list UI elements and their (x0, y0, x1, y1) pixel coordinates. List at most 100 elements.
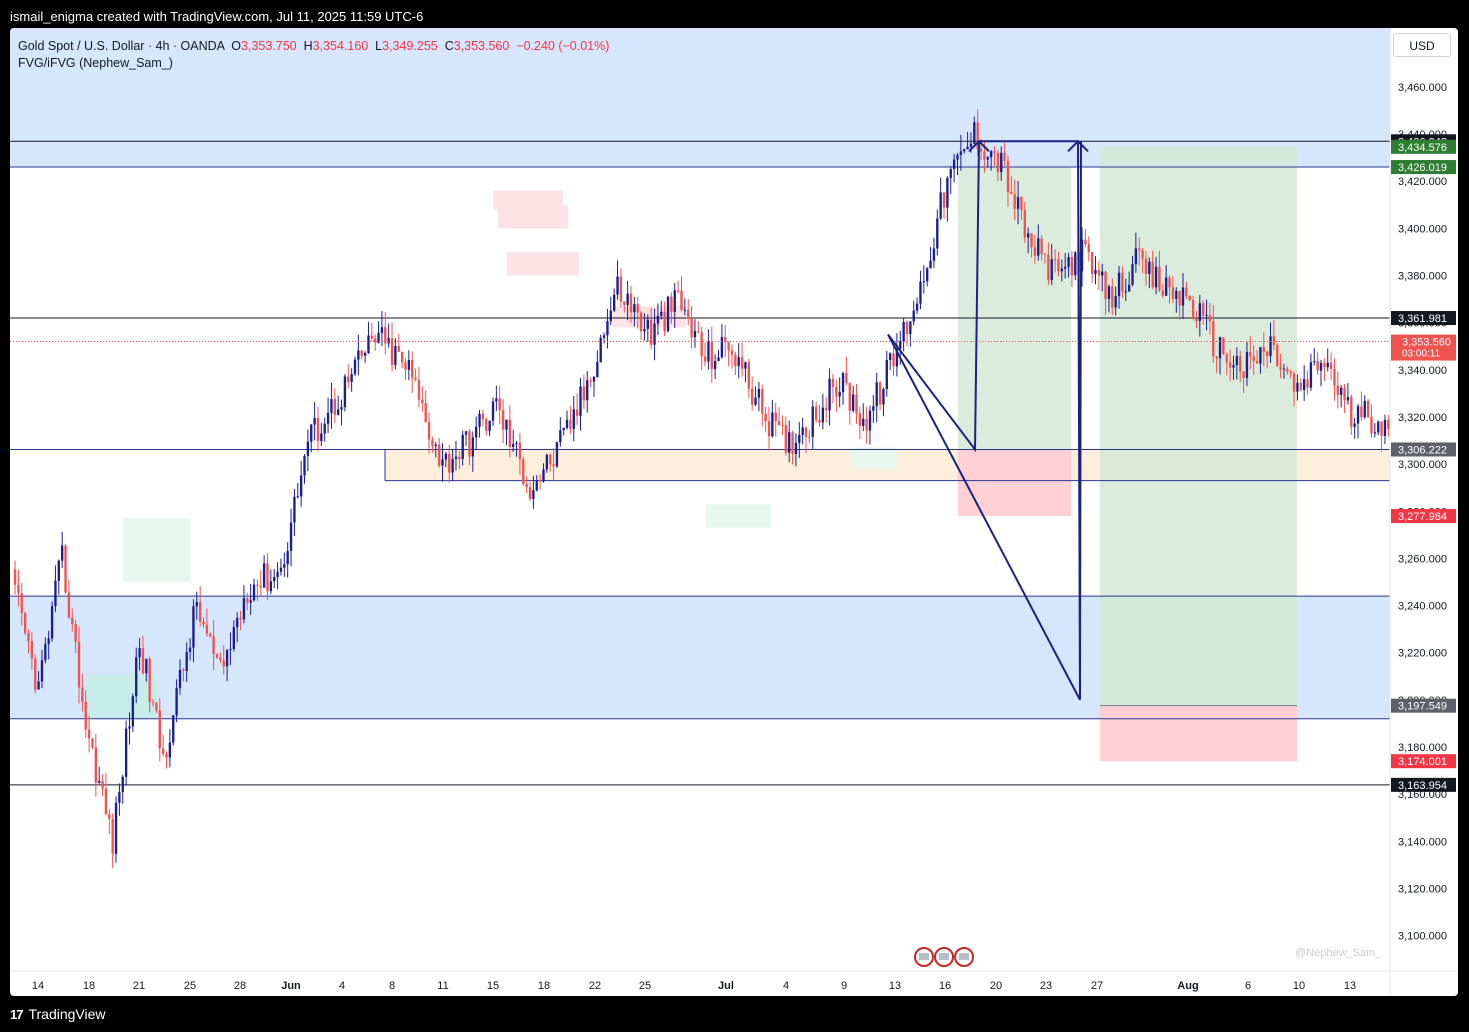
candle-body (377, 332, 380, 343)
candle-body (720, 337, 724, 358)
candle-body (1309, 362, 1313, 388)
candle-body (239, 617, 242, 620)
candle-body (108, 814, 111, 819)
candle-body (1387, 420, 1390, 430)
candle-body (993, 151, 996, 153)
candle-body (1154, 266, 1158, 288)
candle-body (178, 669, 182, 689)
candle-body (1249, 351, 1252, 357)
candle-body (390, 338, 394, 365)
arrow-head-icon (1067, 139, 1089, 152)
candle-body (1279, 366, 1282, 370)
candle-body (148, 658, 151, 702)
candle-body (370, 335, 374, 339)
y-tick-label: 3,260.000 (1398, 553, 1447, 565)
candle-body (91, 738, 94, 748)
candle-body (414, 377, 417, 380)
y-tick-label: 3,400.000 (1398, 223, 1447, 235)
currency-button[interactable]: USD (1393, 33, 1451, 57)
candle-body (481, 413, 485, 420)
candle-body (905, 322, 909, 334)
candle-body (1228, 362, 1232, 368)
x-tick-label: 8 (389, 980, 395, 992)
candle-body (165, 753, 168, 758)
candle-body (996, 152, 1000, 173)
candle-body (707, 341, 710, 362)
candle-body (532, 490, 535, 499)
candle-body (135, 657, 138, 697)
candle-body (868, 410, 872, 431)
candle-body (448, 453, 451, 473)
candle-body (724, 337, 727, 343)
candle-body (737, 357, 740, 367)
candle-body (1084, 239, 1087, 245)
candle-body (956, 154, 959, 160)
high-label: H (303, 39, 313, 53)
chart-frame[interactable]: 3,100.000 3,120.000 3,140.000 3,160.000 3,18… (10, 28, 1458, 996)
candle-body (60, 545, 64, 561)
x-tick-label: 13 (1344, 980, 1356, 992)
candle-body (1350, 396, 1353, 427)
candle-body (232, 627, 236, 650)
candle-body (175, 688, 178, 716)
candle-body (899, 341, 902, 349)
candle-body (1265, 351, 1269, 357)
candle-body (885, 359, 888, 390)
candle-body (13, 569, 17, 585)
candle-body (757, 388, 761, 398)
candle-body (485, 419, 488, 431)
candle-body (1218, 337, 1222, 359)
y-tick-label: 3,340.000 (1398, 365, 1447, 377)
candle-body (1134, 248, 1138, 265)
candle-body (616, 276, 619, 295)
candle-body (225, 649, 229, 667)
candle-body (926, 268, 929, 282)
indicator-label[interactable]: FVG/iFVG (Nephew_Sam_) (18, 56, 173, 70)
tradingview-brand: TradingView (28, 1006, 106, 1022)
candle-body (1013, 194, 1016, 209)
candle-body (1158, 266, 1161, 291)
candle-body (582, 386, 586, 401)
candle-body (798, 434, 801, 443)
candle-body (1262, 347, 1265, 352)
candle-body (397, 346, 400, 352)
candle-body (1138, 248, 1141, 251)
candle-body (1131, 264, 1134, 285)
candle-body (141, 648, 145, 674)
candle-body (195, 601, 198, 607)
candle-body (215, 653, 219, 658)
candle-body (44, 644, 47, 661)
candle-body (700, 332, 703, 357)
candle-body (636, 304, 639, 313)
x-tick-label: Jun (281, 980, 301, 992)
candle-body (1198, 303, 1202, 322)
candle-body (535, 480, 538, 491)
candle-body (888, 353, 892, 360)
price-chart[interactable]: 3,100.000 3,120.000 3,140.000 3,160.000 3,18… (10, 28, 1458, 996)
candle-body (794, 442, 798, 454)
candle-body (299, 475, 303, 497)
candle-body (1313, 361, 1316, 363)
candle-body (1205, 314, 1208, 316)
price-label: 3,434.576 (1398, 142, 1447, 154)
price-label: 3,277.984 (1398, 511, 1447, 523)
candle-body (219, 657, 222, 661)
candle-body (269, 581, 273, 592)
candle-body (979, 148, 983, 152)
candle-body (1030, 233, 1033, 248)
candle-body (841, 373, 845, 393)
candle-body (845, 373, 848, 384)
candle-body (569, 419, 572, 429)
candle-body (1276, 344, 1279, 367)
y-tick-label: 3,300.000 (1398, 459, 1447, 471)
candle-body (966, 146, 969, 150)
candle-body (818, 419, 821, 423)
candle-body (1101, 271, 1104, 276)
symbol-name[interactable]: Gold Spot / U.S. Dollar · 4h · OANDA (18, 39, 225, 53)
candle-body (121, 776, 124, 793)
candle-body (851, 394, 855, 411)
candle-body (384, 327, 387, 344)
candle-body (801, 427, 804, 435)
fvg-box (123, 518, 191, 583)
fvg-box (705, 504, 771, 528)
